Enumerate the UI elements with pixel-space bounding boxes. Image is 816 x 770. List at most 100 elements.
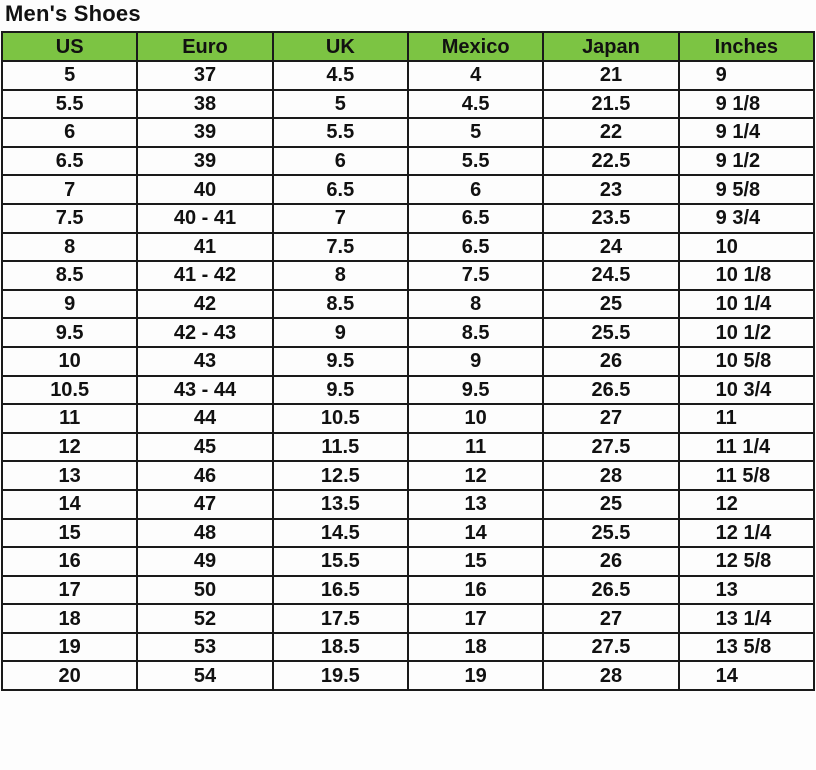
table-row: 15 48 14.5 14 25.5 12 1/4 (0, 517, 816, 549)
cell-uk: 11.5 (271, 431, 409, 463)
cell-euro: 44 (136, 403, 274, 434)
cell-uk: 14.5 (271, 517, 409, 549)
cell-japan: 23.5 (542, 202, 680, 234)
cell-japan: 27.5 (542, 631, 680, 663)
cell-mexico: 18 (406, 631, 545, 663)
cell-euro: 39 (136, 117, 274, 148)
table-row: 6.5 39 6 5.5 22.5 9 1/2 (0, 145, 816, 177)
cell-inches: 11 (677, 403, 816, 434)
table-row: 19 53 18.5 18 27.5 13 5/8 (0, 631, 816, 663)
table-row: 20 54 19.5 19 28 14 (0, 660, 816, 692)
cell-us: 20 (0, 660, 139, 692)
cell-uk: 10.5 (271, 403, 409, 434)
cell-japan: 21 (542, 60, 680, 91)
cell-uk: 18.5 (271, 631, 409, 663)
table-row: 10.5 43 - 44 9.5 9.5 26.5 10 3/4 (0, 374, 816, 406)
cell-inches: 12 5/8 (677, 546, 816, 577)
column-header-euro: Euro (136, 31, 274, 62)
cell-mexico: 8.5 (406, 317, 545, 348)
cell-euro: 40 (136, 174, 274, 205)
cell-us: 7 (0, 174, 139, 205)
cell-euro: 41 - 42 (136, 260, 274, 291)
cell-mexico: 10 (406, 403, 545, 434)
cell-euro: 37 (136, 60, 274, 91)
cell-japan: 26.5 (542, 374, 680, 406)
cell-japan: 22.5 (542, 145, 680, 177)
cell-uk: 16.5 (271, 574, 409, 606)
table-row: 14 47 13.5 13 25 12 (0, 488, 816, 520)
cell-japan: 25 (542, 488, 680, 520)
cell-uk: 8.5 (271, 288, 409, 320)
cell-inches: 10 5/8 (677, 345, 816, 377)
table-row: 12 45 11.5 11 27.5 11 1/4 (0, 431, 816, 463)
table-row: 8.5 41 - 42 8 7.5 24.5 10 1/8 (0, 260, 816, 291)
cell-mexico: 4 (406, 60, 545, 91)
cell-us: 15 (0, 517, 139, 549)
cell-us: 10 (0, 345, 139, 377)
table-row: 7 40 6.5 6 23 9 5/8 (0, 174, 816, 205)
page-title: Men's Shoes (5, 1, 141, 26)
cell-inches: 9 1/8 (677, 88, 816, 120)
cell-uk: 8 (271, 260, 409, 291)
cell-uk: 17.5 (271, 603, 409, 634)
cell-mexico: 6.5 (406, 231, 545, 263)
cell-uk: 15.5 (271, 546, 409, 577)
cell-euro: 45 (136, 431, 274, 463)
table-row: 5 37 4.5 4 21 9 (0, 60, 816, 91)
cell-mexico: 4.5 (406, 88, 545, 120)
cell-mexico: 12 (406, 460, 545, 491)
cell-us: 5.5 (0, 88, 139, 120)
cell-inches: 9 5/8 (677, 174, 816, 205)
column-header-mexico: Mexico (406, 31, 545, 62)
table-row: 18 52 17.5 17 27 13 1/4 (0, 603, 816, 634)
cell-euro: 50 (136, 574, 274, 606)
cell-inches: 11 1/4 (677, 431, 816, 463)
cell-mexico: 9 (406, 345, 545, 377)
cell-japan: 25.5 (542, 517, 680, 549)
table-row: 10 43 9.5 9 26 10 5/8 (0, 345, 816, 377)
cell-us: 8 (0, 231, 139, 263)
cell-uk: 4.5 (271, 60, 409, 91)
cell-japan: 25 (542, 288, 680, 320)
cell-inches: 11 5/8 (677, 460, 816, 491)
cell-euro: 42 - 43 (136, 317, 274, 348)
cell-inches: 12 1/4 (677, 517, 816, 549)
table-row: 16 49 15.5 15 26 12 5/8 (0, 546, 816, 577)
table-row: 8 41 7.5 6.5 24 10 (0, 231, 816, 263)
cell-japan: 28 (542, 460, 680, 491)
table-row: 13 46 12.5 12 28 11 5/8 (0, 460, 816, 491)
cell-us: 19 (0, 631, 139, 663)
cell-euro: 38 (136, 88, 274, 120)
size-chart-table: US Euro UK Mexico Japan Inches 5 37 4.5 4 21 9 5.5 3… (0, 31, 816, 692)
cell-uk: 5.5 (271, 117, 409, 148)
cell-mexico: 13 (406, 488, 545, 520)
cell-us: 13 (0, 460, 139, 491)
cell-mexico: 6 (406, 174, 545, 205)
table-row: 17 50 16.5 16 26.5 13 (0, 574, 816, 606)
cell-uk: 13.5 (271, 488, 409, 520)
cell-inches: 14 (677, 660, 816, 692)
cell-uk: 7.5 (271, 231, 409, 263)
cell-uk: 9.5 (271, 345, 409, 377)
cell-mexico: 5 (406, 117, 545, 148)
cell-inches: 9 1/4 (677, 117, 816, 148)
cell-inches: 12 (677, 488, 816, 520)
cell-euro: 39 (136, 145, 274, 177)
cell-euro: 43 - 44 (136, 374, 274, 406)
table-row: 9 42 8.5 8 25 10 1/4 (0, 288, 816, 320)
cell-japan: 27 (542, 403, 680, 434)
cell-us: 6 (0, 117, 139, 148)
column-header-japan: Japan (542, 31, 680, 62)
cell-mexico: 17 (406, 603, 545, 634)
table-row: 9.5 42 - 43 9 8.5 25.5 10 1/2 (0, 317, 816, 348)
cell-mexico: 5.5 (406, 145, 545, 177)
cell-mexico: 11 (406, 431, 545, 463)
column-header-inches: Inches (677, 31, 816, 62)
cell-us: 11 (0, 403, 139, 434)
cell-uk: 9.5 (271, 374, 409, 406)
cell-inches: 9 3/4 (677, 202, 816, 234)
cell-euro: 54 (136, 660, 274, 692)
cell-euro: 43 (136, 345, 274, 377)
cell-japan: 27 (542, 603, 680, 634)
cell-japan: 24.5 (542, 260, 680, 291)
